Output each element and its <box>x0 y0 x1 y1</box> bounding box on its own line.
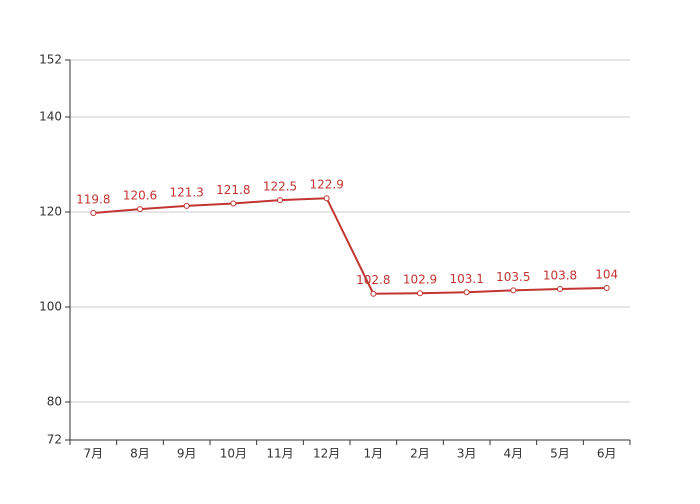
point <box>557 285 563 292</box>
value-label: 121.3 <box>169 185 203 199</box>
x-tick-label: 7月 <box>84 447 104 461</box>
value-label: 102.9 <box>403 273 437 287</box>
x-tick-label: 8月 <box>130 447 150 461</box>
point <box>183 202 190 209</box>
y-tick-label: 140 <box>39 110 62 124</box>
value-label: 122.5 <box>263 180 297 194</box>
value-label: 103.1 <box>449 272 483 286</box>
point <box>417 290 423 297</box>
x-tick-label: 9月 <box>177 447 197 461</box>
point <box>90 209 97 216</box>
point <box>510 287 517 294</box>
value-label: 104 <box>595 268 618 282</box>
point <box>370 290 377 297</box>
line <box>93 197 607 295</box>
x-tick-label: 6月 <box>597 447 617 461</box>
point <box>463 289 470 296</box>
x-tick-label: 2月 <box>410 447 430 461</box>
value-label: 120.6 <box>123 189 157 203</box>
y-tick-label: 100 <box>39 300 62 314</box>
value-label: 103.8 <box>543 268 577 282</box>
point <box>230 200 237 207</box>
y-tick-label: 152 <box>39 53 62 67</box>
y-tick-label: 72 <box>47 433 62 447</box>
value-label: 121.8 <box>216 183 250 197</box>
point <box>603 285 610 291</box>
point <box>323 195 330 202</box>
value-label: 102.8 <box>356 273 390 287</box>
x-tick-label: 10月 <box>220 447 247 461</box>
value-label: 119.8 <box>76 192 110 206</box>
x-tick-label: 1月 <box>364 447 384 461</box>
y-tick-label: 120 <box>39 205 62 219</box>
y-tick-label: 80 <box>47 395 62 409</box>
x-tick-label: 4月 <box>504 447 524 461</box>
x-tick-label: 12月 <box>313 447 340 461</box>
value-label: 103.5 <box>496 270 530 284</box>
point <box>277 197 283 204</box>
point <box>137 206 143 213</box>
value-label: 122.9 <box>309 178 343 192</box>
x-tick-label: 3月 <box>457 447 477 461</box>
x-tick-label: 5月 <box>550 447 570 461</box>
x-tick-label: 11月 <box>266 447 293 461</box>
